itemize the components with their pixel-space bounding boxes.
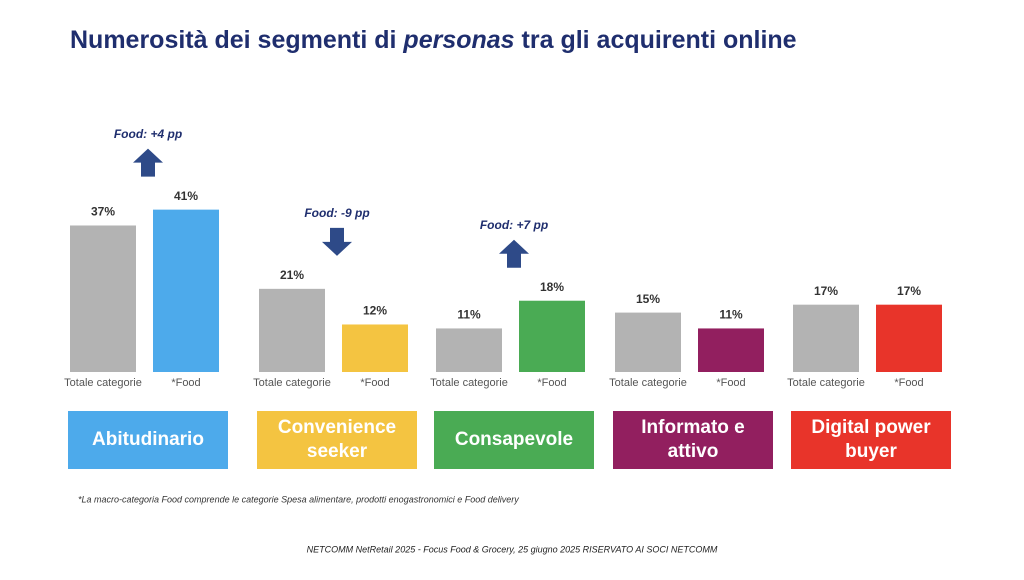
value-label: 11% — [719, 308, 743, 322]
value-label: 12% — [363, 304, 387, 318]
chart-title: Numerosità dei segmenti di personas tra … — [70, 26, 797, 54]
bar — [342, 324, 408, 372]
bar — [519, 300, 585, 372]
series-label: *Food — [894, 377, 923, 389]
series-label: *Food — [716, 377, 745, 389]
bar — [615, 312, 681, 372]
footnote: *La macro-categoria Food comprende le ca… — [78, 494, 519, 504]
value-label: 41% — [174, 189, 198, 203]
series-label: Totale categorie — [787, 377, 865, 389]
value-label: 18% — [540, 280, 564, 294]
segment-label: Digital power buyer — [791, 411, 951, 469]
bar — [698, 328, 764, 372]
series-label: *Food — [360, 377, 389, 389]
annotation: Food: -9 pp — [304, 206, 369, 220]
segment-label: Convenience seeker — [257, 411, 417, 469]
bar — [259, 288, 325, 372]
bar — [876, 304, 942, 372]
annotation: Food: +4 pp — [114, 127, 182, 141]
series-label: Totale categorie — [430, 377, 508, 389]
series-label: Totale categorie — [609, 377, 687, 389]
title-part: Numerosità dei segmenti di — [70, 26, 403, 54]
segment-label: Abitudinario — [68, 411, 228, 469]
bar — [436, 328, 502, 372]
segment-label: Informato e attivo — [613, 411, 773, 469]
series-label: Totale categorie — [253, 377, 331, 389]
value-label: 37% — [91, 205, 115, 219]
footer: NETCOMM NetRetail 2025 - Focus Food & Gr… — [307, 544, 718, 554]
arrow — [499, 239, 529, 268]
title-part: tra gli acquirenti online — [515, 26, 797, 54]
arrow — [322, 227, 352, 256]
series-label: Totale categorie — [64, 377, 142, 389]
value-label: 17% — [814, 284, 838, 298]
annotation: Food: +7 pp — [480, 218, 548, 232]
value-label: 21% — [280, 268, 304, 282]
segment-label: Consapevole — [434, 411, 594, 469]
series-label: *Food — [537, 377, 566, 389]
value-label: 15% — [636, 292, 660, 306]
bar — [793, 304, 859, 372]
bar — [70, 225, 136, 372]
arrow — [133, 148, 163, 177]
bar — [153, 209, 219, 372]
title-part: personas — [402, 26, 514, 54]
value-label: 17% — [897, 284, 921, 298]
series-label: *Food — [171, 377, 200, 389]
value-label: 11% — [457, 308, 481, 322]
